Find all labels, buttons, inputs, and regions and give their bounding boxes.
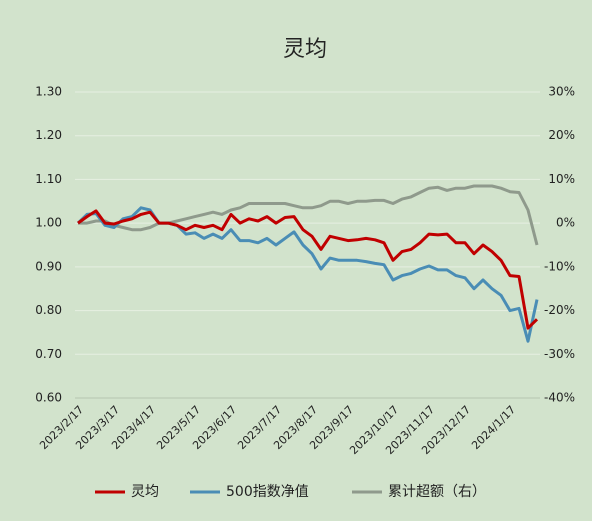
y2-tick-label: 0% xyxy=(556,216,575,230)
y2-tick-label: 20% xyxy=(548,128,575,142)
y2-tick-label: -30% xyxy=(544,347,575,361)
series-line xyxy=(77,209,539,330)
chart-title: 灵均 xyxy=(283,37,327,62)
y-tick-label: 1.30 xyxy=(35,85,62,99)
y2-tick-label: 30% xyxy=(548,85,575,99)
legend-label: 累计超额（右） xyxy=(388,484,486,500)
y2-tick-label: -20% xyxy=(544,303,575,317)
y-tick-label: 0.60 xyxy=(35,391,62,405)
legend-label: 500指数净值 xyxy=(226,484,309,500)
y-tick-label: 0.90 xyxy=(35,259,62,273)
y2-tick-label: -10% xyxy=(544,259,575,273)
y2-tick-label: -40% xyxy=(544,391,575,405)
y-tick-label: 1.20 xyxy=(35,128,62,142)
x-tick-label: 2024/1/17 xyxy=(469,403,518,452)
series-line xyxy=(78,184,539,246)
y-tick-label: 0.80 xyxy=(35,303,62,317)
legend-label: 灵均 xyxy=(131,484,159,500)
y-tick-label: 0.70 xyxy=(35,347,62,361)
y-tick-label: 1.10 xyxy=(35,172,62,186)
y-tick-label: 1.00 xyxy=(35,216,62,230)
y2-tick-label: 10% xyxy=(548,172,575,186)
